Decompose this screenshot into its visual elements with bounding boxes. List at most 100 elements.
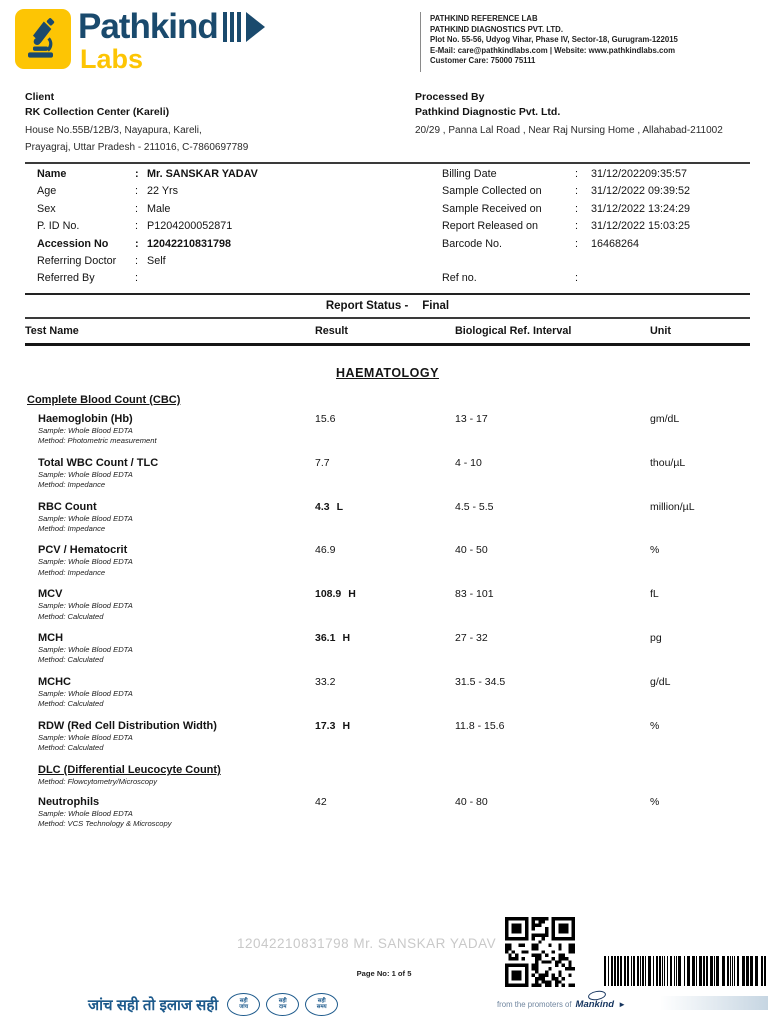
logo-arrow-icon <box>246 11 266 42</box>
promoter-text: from the promoters of <box>497 1000 572 1009</box>
test-unit: pg <box>650 632 662 645</box>
patient-row-colon: : <box>135 254 138 267</box>
report-body: Client RK Collection Center (Kareli) Hou… <box>0 91 768 830</box>
patient-row-value: Mr. SANSKAR YADAV <box>147 168 258 180</box>
test-result: 42 <box>315 796 327 809</box>
group-title-cbc: Complete Blood Count (CBC) <box>27 393 181 406</box>
test-unit: gm/dL <box>650 412 680 425</box>
test-method: Method: Calculated <box>38 655 104 665</box>
patient-row <box>442 255 750 272</box>
test-sample: Sample: Whole Blood EDTA <box>38 469 133 479</box>
patient-row-label: Billing Date <box>442 168 497 180</box>
test-result: 17.3 H <box>315 720 351 733</box>
test-sample: Sample: Whole Blood EDTA <box>38 733 133 743</box>
patient-row-colon: : <box>575 272 578 285</box>
test-method: Method: Impedance <box>38 567 106 577</box>
patient-row-label: Name <box>37 168 67 180</box>
test-row: Neutrophils Sample: Whole Blood EDTA Metho… <box>25 795 750 829</box>
test-rows: Haemoglobin (Hb) Sample: Whole Blood EDTA… <box>25 412 750 830</box>
test-ref-interval: 4.5 - 5.5 <box>455 500 494 513</box>
page-number: Page No: 1 of 5 <box>356 969 412 978</box>
patient-row-label: Age <box>37 185 57 198</box>
test-method: Method: Impedance <box>38 479 106 489</box>
col-test-name: Test Name <box>25 324 79 337</box>
lab-address-line: Customer Care: 75000 75111 <box>430 56 536 66</box>
lab-address-line: PATHKIND REFERENCE LAB <box>430 14 538 23</box>
mankind-arrow-icon: ► <box>618 1000 626 1009</box>
test-ref-interval: 31.5 - 34.5 <box>455 676 506 689</box>
footer-badges: सही जांच सही दाम सही समय <box>227 993 339 1016</box>
patient-row-label: Barcode No. <box>442 237 503 250</box>
patient-row-label: Accession No <box>37 237 109 250</box>
patient-row: P. ID No.: P1204200052871 <box>37 220 442 237</box>
lab-address-line: PATHKIND DIAGNOSTICS PVT. LTD. <box>430 24 563 34</box>
test-result: 36.1 H <box>315 632 351 645</box>
brand-name: Pathkind <box>78 7 219 46</box>
section-title-haematology: HAEMATOLOGY <box>336 365 439 380</box>
mankind-wordmark: Mankind <box>575 999 615 1010</box>
client-address-line: Prayagraj, Uttar Pradesh - 211016, C-786… <box>25 141 249 153</box>
test-method: Method: VCS Technology & Microscopy <box>38 819 172 829</box>
test-name: MCHC <box>38 676 71 689</box>
processed-by-title: Processed By <box>415 91 485 103</box>
test-ref-interval: 40 - 50 <box>455 544 488 557</box>
patient-row-value: 22 Yrs <box>147 185 179 198</box>
patient-row: Referred By: <box>37 272 442 289</box>
test-row: MCV Sample: Whole Blood EDTA Method: Calcu… <box>25 587 750 621</box>
test-sample: Sample: Whole Blood EDTA <box>38 689 133 699</box>
footer-tagline-block: जांच सही तो इलाज सही सही जांच सही दाम सही समय <box>88 993 339 1016</box>
processed-by-block: Processed By Pathkind Diagnostic Pvt. Lt… <box>415 91 750 156</box>
test-result: 7.7 <box>315 456 330 469</box>
test-ref-interval: 11.8 - 15.6 <box>455 720 505 733</box>
patient-row-colon: : <box>575 220 578 233</box>
patient-row-colon: : <box>135 168 139 180</box>
accession-watermark: 12042210831798 Mr. SANSKAR YADAV <box>237 936 497 951</box>
patient-row-colon: : <box>135 220 138 233</box>
test-ref-interval: 13 - 17 <box>455 412 488 425</box>
patient-row-colon: : <box>135 272 138 285</box>
test-unit: % <box>650 720 660 733</box>
footer-badge-top: सही <box>278 997 287 1004</box>
test-row: Total WBC Count / TLC Sample: Whole Blood… <box>25 456 750 490</box>
results-table-header: Test Name Result Biological Ref. Interva… <box>25 319 750 346</box>
test-row: RDW (Red Cell Distribution Width) Sample:… <box>25 719 750 753</box>
test-method: Method: Photometric measurement <box>38 435 157 445</box>
patient-row-label: Sample Collected on <box>442 185 542 198</box>
patient-row-colon: : <box>575 202 578 215</box>
mankind-logo: Mankind <box>575 989 615 1010</box>
test-method: Method: Impedance <box>38 523 106 533</box>
test-unit: g/dL <box>650 676 671 689</box>
patient-row: Barcode No.:16468264 <box>442 238 750 255</box>
patient-row-label: Referred By <box>37 272 95 285</box>
test-ref-interval: 40 - 80 <box>455 796 488 809</box>
report-header: Pathkind Labs PATHKIND REFERENCE LAB PATH… <box>0 0 768 85</box>
test-sample: Sample: Whole Blood EDTA <box>38 809 133 819</box>
patient-details-right: Billing Date: 31/12/202209:35:57 Sample Co… <box>442 168 750 290</box>
footer-badge-top: सही <box>239 997 248 1004</box>
test-method: Method: Calculated <box>38 699 104 709</box>
test-row: MCHC Sample: Whole Blood EDTA Method: Calc… <box>25 675 750 709</box>
test-result-flag: H <box>348 588 356 601</box>
test-method: Method: Flowcytometry/Microscopy <box>38 776 158 786</box>
patient-row-value: Self <box>147 254 166 267</box>
footer: जांच सही तो इलाज सही सही जांच सही दाम सही समय… <box>0 989 768 1024</box>
patient-row-colon: : <box>135 185 138 198</box>
patient-row: Sex: Male <box>37 203 442 220</box>
patient-row: Name: Mr. SANSKAR YADAV <box>37 168 442 185</box>
brand-subtitle: Labs <box>80 44 144 74</box>
report-status-label: Report Status - <box>325 299 409 312</box>
processed-by-address: 20/29 , Panna Lal Road , Near Raj Nursin… <box>415 123 750 140</box>
test-subsection: DLC (Differential Leucocyte Count) Method… <box>25 763 750 787</box>
col-result: Result <box>315 324 348 337</box>
test-method: Method: Calculated <box>38 611 104 621</box>
test-method: Method: Calculated <box>38 743 104 753</box>
patient-row-value: 31/12/2022 15:03:25 <box>591 220 691 233</box>
test-unit: fL <box>650 588 659 601</box>
test-result: 15.6 <box>315 412 336 425</box>
footer-badge: सही समय <box>305 993 339 1016</box>
patient-row-value: 31/12/2022 13:24:29 <box>591 202 691 215</box>
patient-row: Accession No:12042210831798 <box>37 238 442 255</box>
test-result: 108.9 H <box>315 588 356 601</box>
footer-badge-bottom: दाम <box>278 1003 287 1010</box>
